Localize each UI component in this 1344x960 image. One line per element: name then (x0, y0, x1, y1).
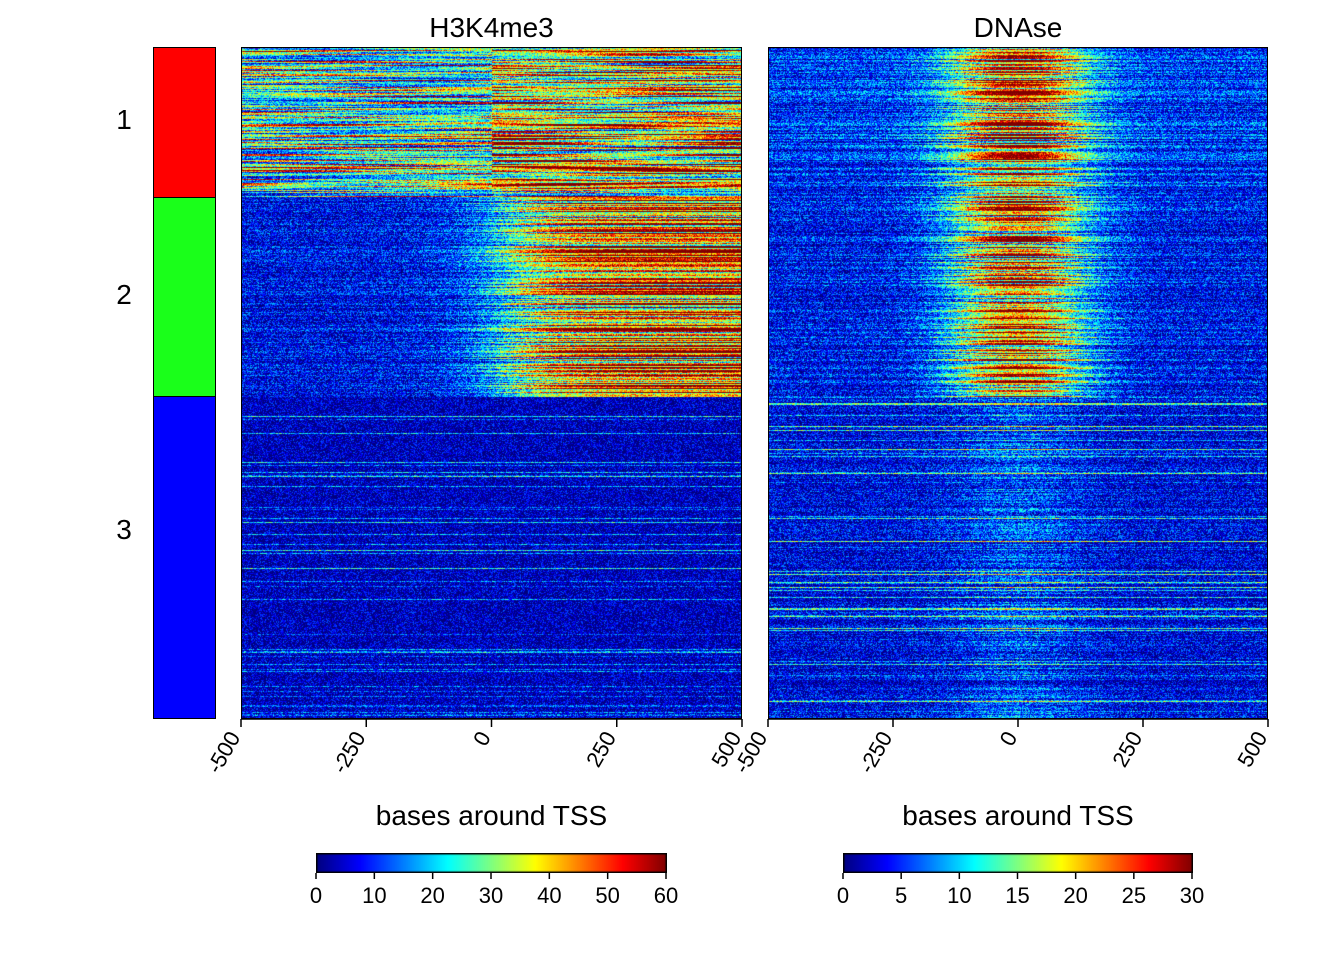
colorbar-tick-label-30: 30 (1180, 883, 1204, 908)
panel-title-h3k4me3: H3K4me3 (429, 12, 554, 43)
heatmap-frame-h3k4me3 (241, 47, 742, 719)
x-tick-label--500: -500 (729, 727, 773, 778)
heatmap-h3k4me3 (241, 47, 742, 719)
colorbar-tick-label-20: 20 (1063, 883, 1087, 908)
x-axis-label-dnase: bases around TSS (902, 800, 1134, 831)
cluster-segment-1 (154, 48, 215, 197)
colorbar-axis-h3k4me3: 0 10 20 30 40 50 60 (310, 873, 678, 908)
colorbar-tick-label-30: 30 (479, 883, 503, 908)
x-tick-label--500: -500 (202, 727, 246, 778)
colorbar-dnase (843, 853, 1193, 873)
x-tick-label--250: -250 (327, 727, 371, 778)
panel-title-dnase: DNAse (973, 12, 1063, 43)
x-tick-label-0: 0 (995, 727, 1023, 750)
colorbar-tick-label-0: 0 (837, 883, 849, 908)
colorbar-tick-label-20: 20 (420, 883, 444, 908)
cluster-label-2: 2 (116, 278, 132, 310)
x-tick-label--250: -250 (854, 727, 898, 778)
x-tick-label-0: 0 (468, 727, 496, 750)
cluster-label-1: 1 (116, 103, 132, 135)
x-tick-label-250: 250 (1107, 727, 1147, 771)
colorbar-tick-label-10: 10 (947, 883, 971, 908)
colorbar-h3k4me3 (316, 853, 667, 873)
cluster-segment-3 (154, 396, 215, 718)
heatmap-frame-dnase (768, 47, 1268, 719)
cluster-label-3: 3 (116, 513, 132, 545)
colorbar-tick-label-15: 15 (1005, 883, 1029, 908)
cluster-color-bar (153, 47, 216, 719)
heatmap-dnase (768, 47, 1268, 719)
colorbar-tick-label-60: 60 (654, 883, 678, 908)
x-axis-h3k4me3: -500 -250 0 250 500 (202, 719, 746, 778)
colorbar-tick-label-50: 50 (595, 883, 619, 908)
colorbar-tick-label-10: 10 (362, 883, 386, 908)
colorbar-tick-label-0: 0 (310, 883, 322, 908)
x-tick-label-500: 500 (1232, 727, 1272, 771)
cluster-segment-2 (154, 196, 215, 397)
x-tick-label-250: 250 (581, 727, 621, 771)
colorbar-tick-label-5: 5 (895, 883, 907, 908)
colorbar-tick-label-40: 40 (537, 883, 561, 908)
colorbar-axis-dnase: 0 5 10 15 20 25 30 (837, 873, 1204, 908)
x-axis-label-h3k4me3: bases around TSS (375, 800, 608, 831)
colorbar-tick-label-25: 25 (1122, 883, 1146, 908)
x-axis-dnase: -500 -250 0 250 500 (729, 719, 1272, 778)
